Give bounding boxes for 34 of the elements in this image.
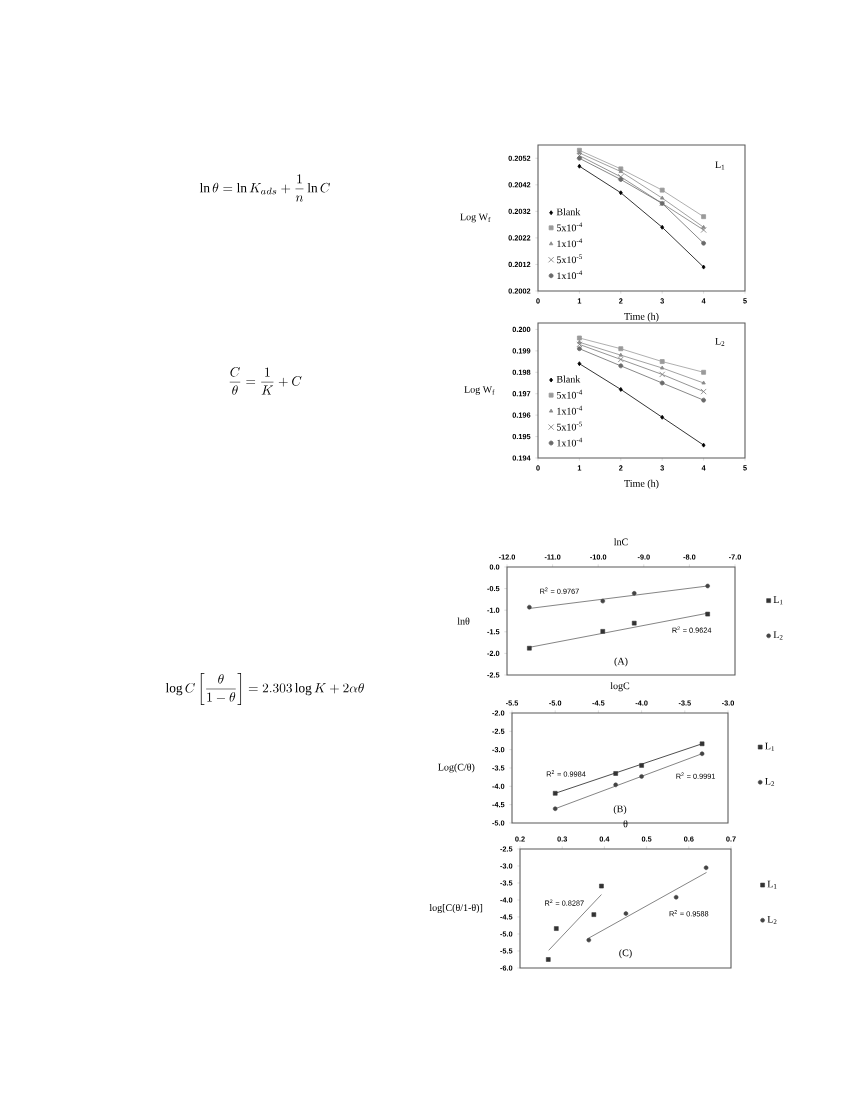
legend-label: 5x10$^{-4}$	[557, 389, 583, 399]
legend-label: 1x10$^{-4}$	[557, 270, 583, 280]
legend-label: L$_{1}$	[773, 596, 783, 605]
x-axis-title: Time (h)	[624, 312, 659, 322]
legend-label: L$_{1}$	[767, 880, 777, 889]
y-axis-title: Log W$_{f}$	[460, 213, 491, 223]
text: $\ln\theta = \ln K_{ads} + \frac{1}{n}\ln C$	[199, 174, 331, 202]
x-axis-title: θ	[623, 820, 628, 828]
legend-label: L$_{2}$	[767, 915, 777, 924]
x-axis-title: lnC	[613, 538, 628, 546]
x-axis-title: logC	[610, 682, 630, 692]
annotation: (C)	[619, 949, 632, 959]
legend-label: 1x10$^{-4}$	[557, 238, 583, 248]
text: L$_{1}$	[715, 161, 725, 170]
legend-label: Blank	[556, 208, 581, 216]
annotation: (B)	[613, 805, 627, 815]
x-axis-title: Time (h)	[624, 479, 659, 489]
y-axis-title: Log(C/θ)	[438, 763, 475, 773]
legend-label: Blank	[556, 375, 581, 383]
legend-label: 5x10$^{-4}$	[557, 222, 583, 232]
y-axis-title: log[C(θ/1-θ)]	[429, 903, 483, 914]
legend-label: 5x10$^{-5}$	[557, 254, 582, 264]
y-axis-title: Log W$_{f}$	[464, 386, 495, 395]
text: $\log C\left[\frac{\theta}{1-\theta}\right] = 2.303\log K + 2\alpha\theta$	[165, 672, 364, 705]
annotation: (A)	[614, 657, 628, 667]
text: L$_{2}$	[715, 337, 725, 346]
legend-label: 1x10$^{-4}$	[557, 437, 583, 447]
legend-label: L$_{2}$	[773, 631, 783, 640]
legend-label: 5x10$^{-5}$	[557, 421, 582, 431]
legend-label: 1x10$^{-4}$	[557, 405, 583, 415]
y-axis-title: lnθ	[457, 617, 470, 625]
text: $\frac{C}{\theta} = \frac{1}{K} + C$	[229, 367, 302, 395]
legend-label: L$_{1}$	[765, 742, 775, 751]
legend-label: L$_{2}$	[765, 778, 775, 786]
